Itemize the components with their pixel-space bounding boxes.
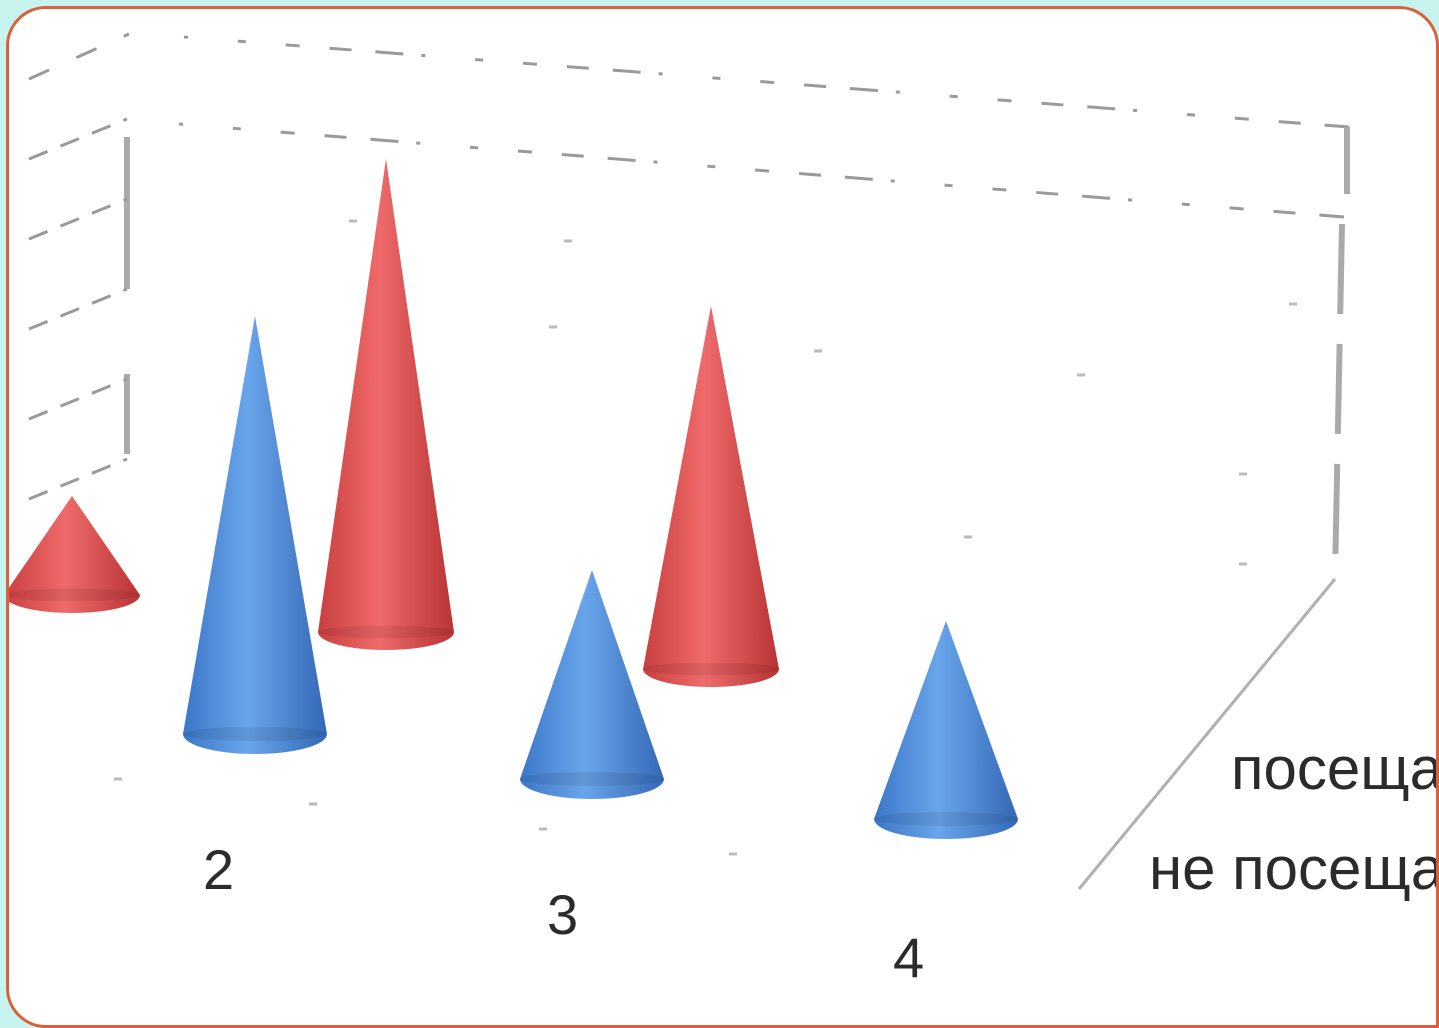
side-gridline-3 [28, 377, 128, 421]
side-gridline-4 [28, 457, 128, 501]
cone-layer [9, 159, 1018, 839]
back-wall-top-left [28, 32, 130, 81]
cone-red-0 [9, 496, 140, 613]
category-label-2: 2 [203, 838, 234, 901]
side-gridline-1 [28, 197, 128, 241]
grid-layer [28, 32, 1350, 890]
gridline-back-top [183, 35, 1350, 129]
legend-entry-1: не посещают [1149, 835, 1439, 902]
cone-red-1 [318, 159, 454, 650]
gridline-back-second [178, 122, 1345, 219]
floor-diagonal-edge [1077, 578, 1337, 890]
cone-blue-2 [520, 570, 664, 799]
category-label-3: 3 [547, 883, 578, 946]
category-label-4: 4 [893, 926, 924, 989]
cone-red-2 [643, 306, 779, 687]
chart-card: 2 3 4 посещают не посещают [6, 6, 1439, 1028]
right-wall-edge [1332, 223, 1345, 578]
cone-chart: 2 3 4 посещают не посещают [9, 32, 1439, 989]
legend-entry-0: посещают [1231, 735, 1439, 802]
label-layer: 2 3 4 посещают не посещают [203, 735, 1439, 989]
cone-blue-1 [183, 316, 327, 754]
side-gridline-0 [28, 117, 128, 161]
cone-blue-3 [874, 621, 1018, 839]
side-gridline-2 [28, 287, 128, 331]
